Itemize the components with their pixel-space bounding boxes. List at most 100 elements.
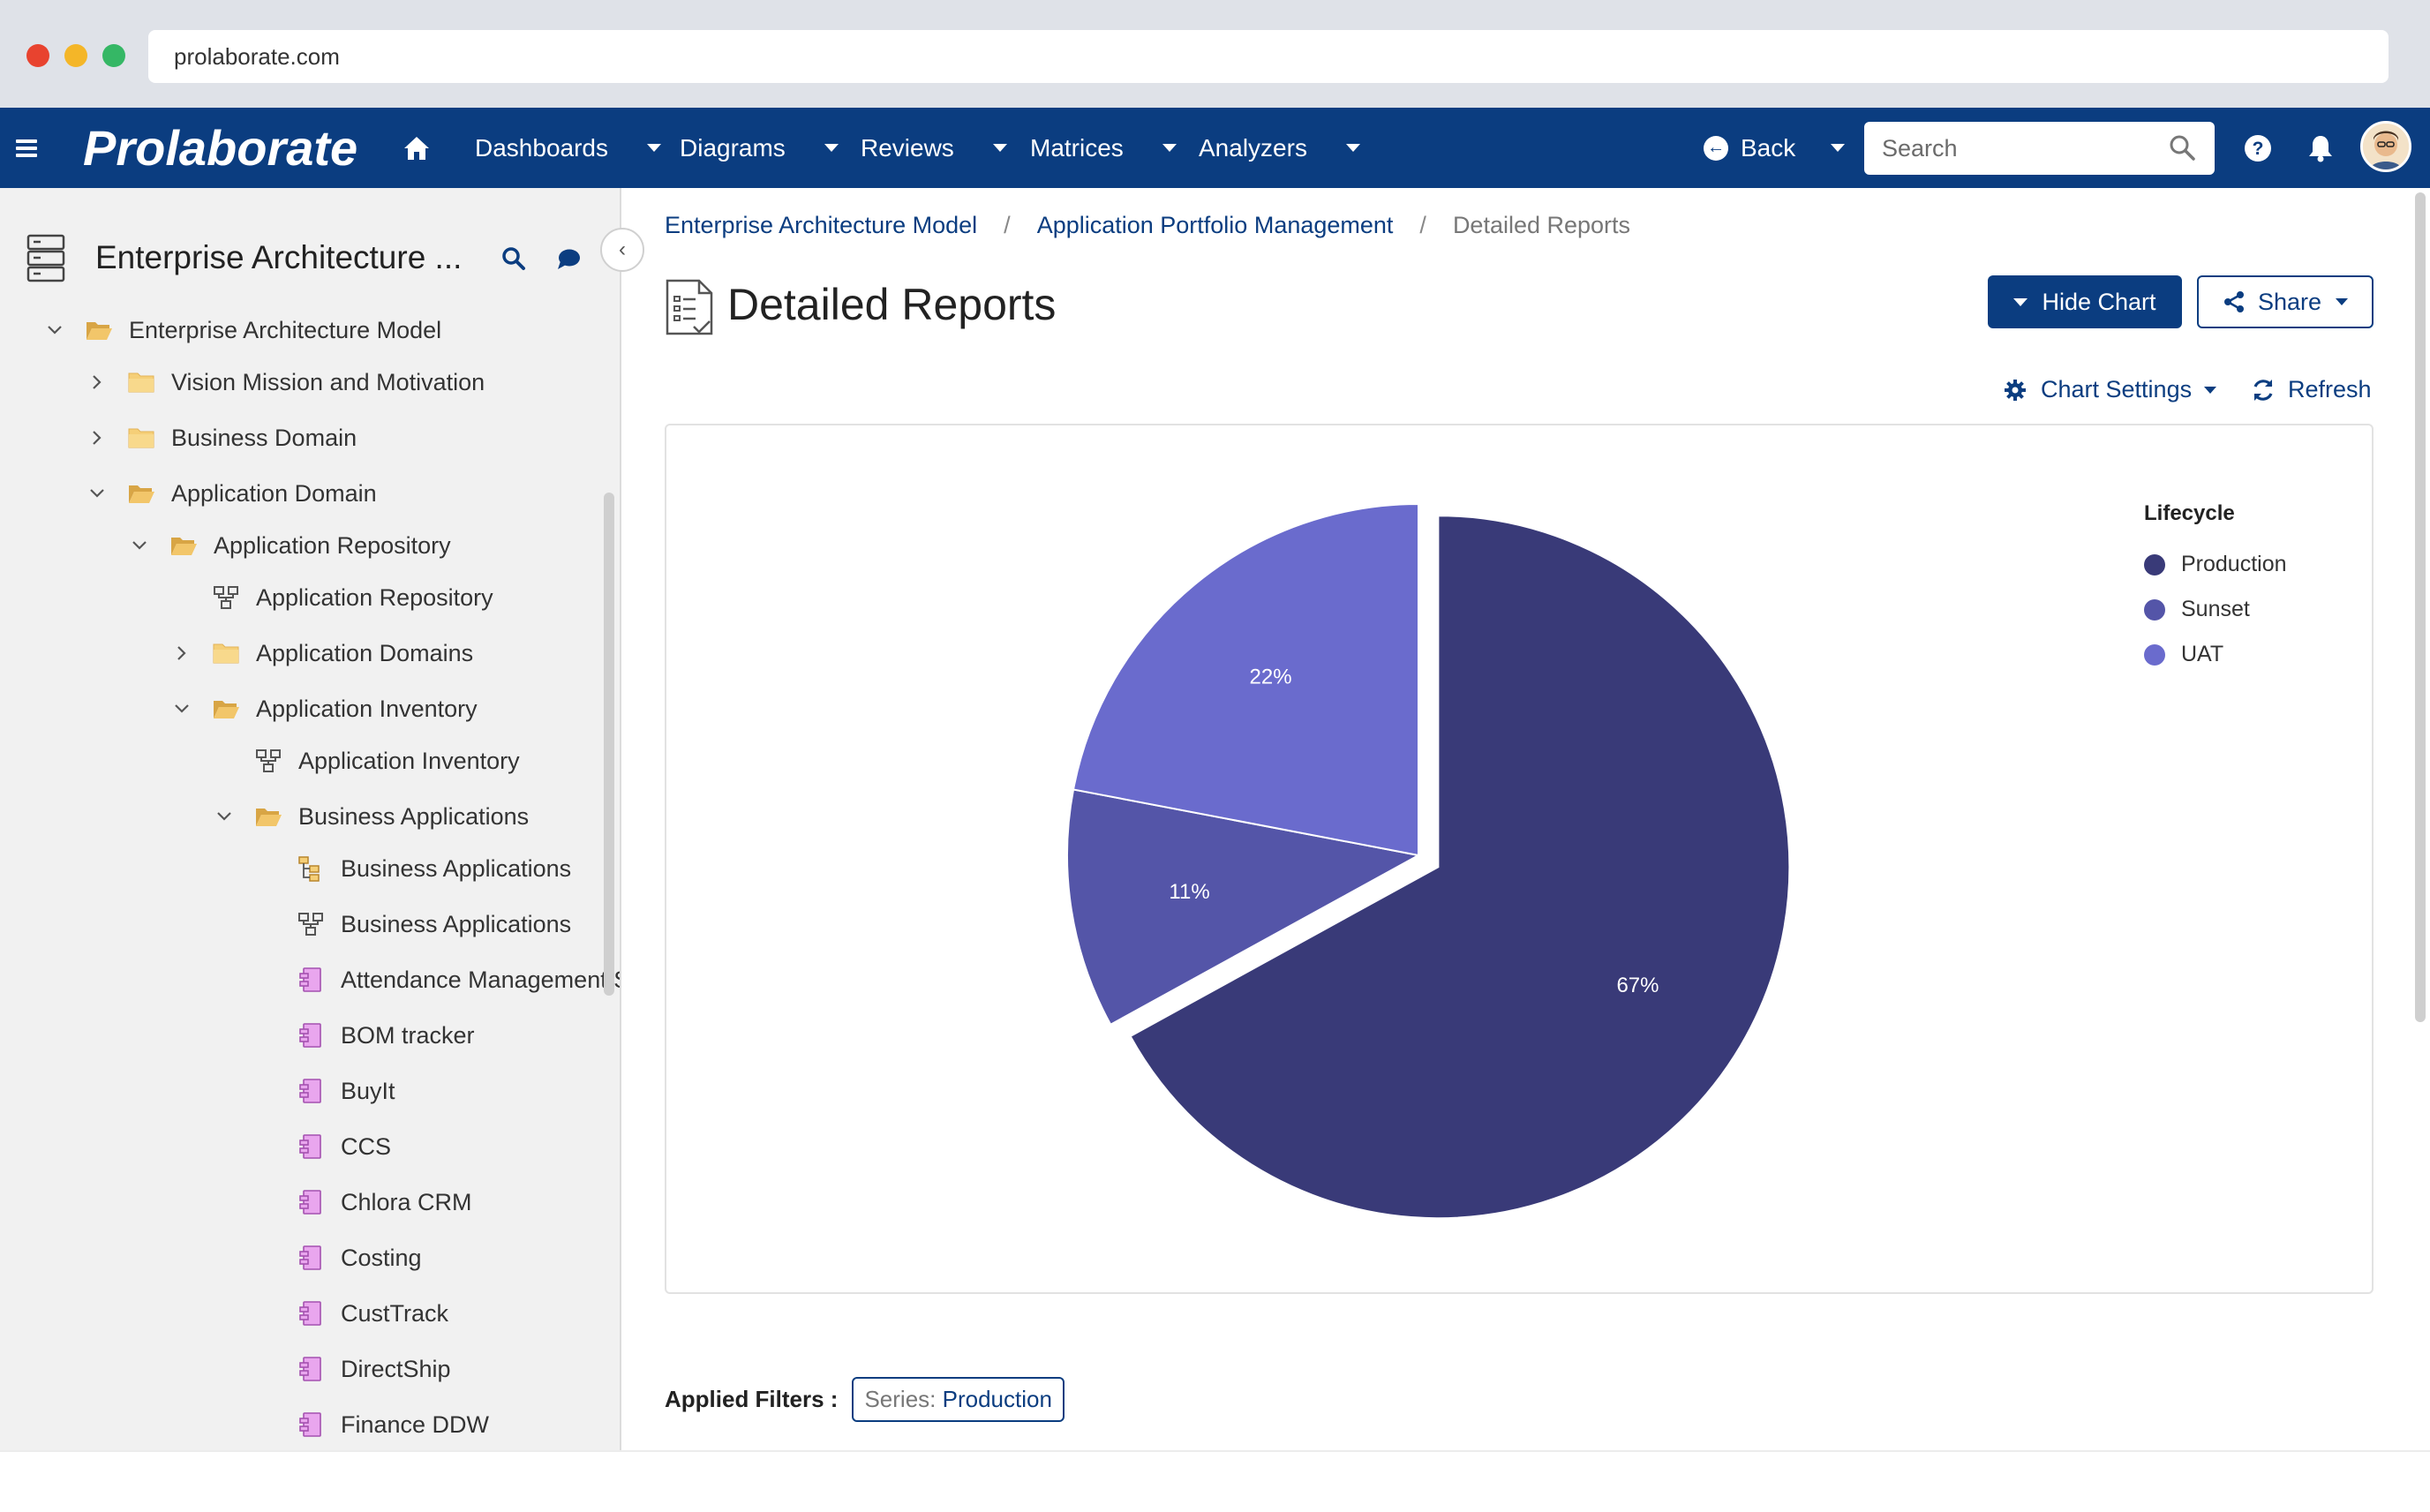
tree-node[interactable]: Business Applications (214, 799, 529, 834)
browser-chrome: prolaborate.com (0, 0, 2430, 108)
sidebar-scrollbar[interactable] (604, 493, 614, 996)
hide-chart-button[interactable]: Hide Chart (1988, 275, 2182, 328)
chart-panel: 67% 11% 22% Lifecycle Production Sunset UAT (665, 424, 2374, 1294)
breadcrumb-item[interactable]: Application Portfolio Management (1036, 212, 1394, 238)
sidebar-title: Enterprise Architecture ... (95, 239, 463, 275)
tree-node[interactable]: BOM tracker (256, 1018, 475, 1053)
tree-node-label: Business Domain (171, 424, 357, 451)
legend-swatch (2144, 598, 2165, 621)
nav-menu-reviews[interactable]: Reviews (861, 108, 1007, 188)
notification-bell-icon[interactable] (2307, 108, 2334, 188)
tree-node-label: CCS (341, 1132, 392, 1160)
legend-label: Sunset (2181, 597, 2250, 621)
tree-node[interactable]: Attendance Management S (256, 962, 620, 997)
refresh-button[interactable]: Refresh (2251, 376, 2372, 403)
pie-slice-production[interactable] (1129, 515, 1791, 1220)
tree-node[interactable]: Business Applications (256, 851, 571, 886)
tree-node[interactable]: Chlora CRM (256, 1185, 472, 1220)
search-icon[interactable] (501, 246, 526, 275)
app-logo[interactable]: Prolaborate (83, 120, 358, 176)
pie-slice-sunset[interactable] (1066, 788, 1421, 1027)
model-tree-sidebar: Enterprise Architecture ... Enterprise A… (0, 188, 621, 1450)
legend-item[interactable]: Production (2144, 542, 2287, 587)
chat-bubble-icon[interactable] (556, 248, 581, 275)
tree-node-label: Application Domain (171, 479, 377, 507)
chevron-right-icon[interactable] (87, 372, 108, 393)
tree-node[interactable]: Application Repository (171, 580, 493, 615)
back-button[interactable]: ← Back (1704, 108, 1846, 188)
search-icon[interactable] (2169, 134, 2195, 165)
nav-menu-dashboards[interactable]: Dashboards (475, 108, 661, 188)
pie-chart: 67% 11% 22% (1066, 502, 1791, 1220)
tree-node-label: BuyIt (341, 1077, 395, 1104)
chevron-down-icon[interactable] (87, 483, 108, 504)
chart-legend: Lifecycle Production Sunset UAT (2144, 501, 2287, 677)
folder-open-icon (85, 317, 113, 343)
tree-node-label: Application Repository (214, 531, 451, 559)
search-input[interactable] (1864, 122, 2155, 175)
nav-menu-diagrams[interactable]: Diagrams (680, 108, 839, 188)
filter-chip[interactable]: Series: Production (852, 1377, 1065, 1422)
help-icon[interactable]: ? (2244, 108, 2272, 188)
collapse-sidebar-button[interactable]: ‹ (600, 228, 644, 272)
hide-chart-label: Hide Chart (2042, 288, 2156, 315)
chevron-down-icon[interactable] (129, 535, 150, 556)
home-icon[interactable] (402, 108, 431, 188)
arrow-left-circle-icon: ← (1704, 135, 1728, 161)
pie-data-label: 22% (1250, 666, 1292, 689)
report-document-icon (664, 277, 715, 342)
user-avatar[interactable] (2360, 121, 2411, 172)
chevron-right-icon[interactable] (87, 427, 108, 448)
tree-node[interactable]: Business Domain (87, 420, 357, 455)
tree-node[interactable]: Application Domains (171, 636, 473, 671)
caret-down-icon (1162, 144, 1177, 152)
nav-menu-analyzers[interactable]: Analyzers (1199, 108, 1360, 188)
chevron-down-icon[interactable] (214, 806, 235, 827)
window-close-button[interactable] (26, 44, 49, 67)
tree-node[interactable]: CCS (256, 1129, 391, 1164)
tree-node[interactable]: BuyIt (256, 1073, 395, 1109)
nav-menu-matrices[interactable]: Matrices (1030, 108, 1177, 188)
tree-node[interactable]: Application Repository (129, 528, 451, 563)
window-minimize-button[interactable] (64, 44, 87, 67)
chevron-left-icon: ‹ (619, 237, 626, 261)
caret-down-icon[interactable] (1831, 144, 1846, 152)
tree-node[interactable]: Enterprise Architecture Model (44, 312, 441, 348)
tree-node[interactable]: CustTrack (256, 1296, 448, 1331)
tree-node[interactable]: Finance DDW (256, 1407, 489, 1442)
legend-item[interactable]: UAT (2144, 632, 2287, 677)
chevron-down-icon[interactable] (171, 698, 192, 719)
page-title: Detailed Reports (727, 280, 1057, 329)
chart-settings-button[interactable]: Chart Settings (2004, 376, 2217, 403)
tree-node[interactable]: Vision Mission and Motivation (87, 365, 485, 400)
tree-node-label: Business Applications (341, 910, 572, 937)
folder-open-icon (212, 696, 240, 722)
tree-node[interactable]: Application Inventory (171, 691, 478, 726)
main-scrollbar[interactable] (2415, 192, 2426, 1022)
legend-swatch (2144, 553, 2165, 575)
tree-node-label: Finance DDW (341, 1410, 490, 1438)
window-maximize-button[interactable] (102, 44, 125, 67)
tree-node[interactable]: Costing (256, 1240, 422, 1275)
tree-node[interactable]: Application Inventory (214, 743, 520, 779)
caret-down-icon (824, 144, 839, 152)
tree-node[interactable]: Application Domain (87, 476, 377, 511)
pie-slice-uat[interactable] (1072, 502, 1419, 857)
chevron-down-icon[interactable] (44, 320, 65, 341)
applied-filters: Applied Filters : Series: Production (665, 1377, 1065, 1422)
tree-node-label: Costing (341, 1244, 422, 1271)
legend-item[interactable]: Sunset (2144, 587, 2287, 632)
hamburger-menu-icon[interactable] (16, 108, 39, 188)
breadcrumb-item[interactable]: Enterprise Architecture Model (665, 212, 978, 238)
tree-node[interactable]: DirectShip (256, 1351, 451, 1387)
folder-icon (127, 425, 155, 451)
folder-icon (212, 640, 240, 666)
chevron-right-icon[interactable] (171, 643, 192, 664)
address-bar[interactable]: prolaborate.com (148, 30, 2389, 83)
share-button[interactable]: Share (2197, 275, 2374, 328)
gear-icon (2004, 379, 2027, 402)
caret-down-icon (2013, 297, 2028, 306)
tree-node[interactable]: Business Applications (256, 906, 571, 942)
nav-menu-label: Reviews (861, 133, 954, 162)
refresh-icon (2251, 378, 2276, 402)
